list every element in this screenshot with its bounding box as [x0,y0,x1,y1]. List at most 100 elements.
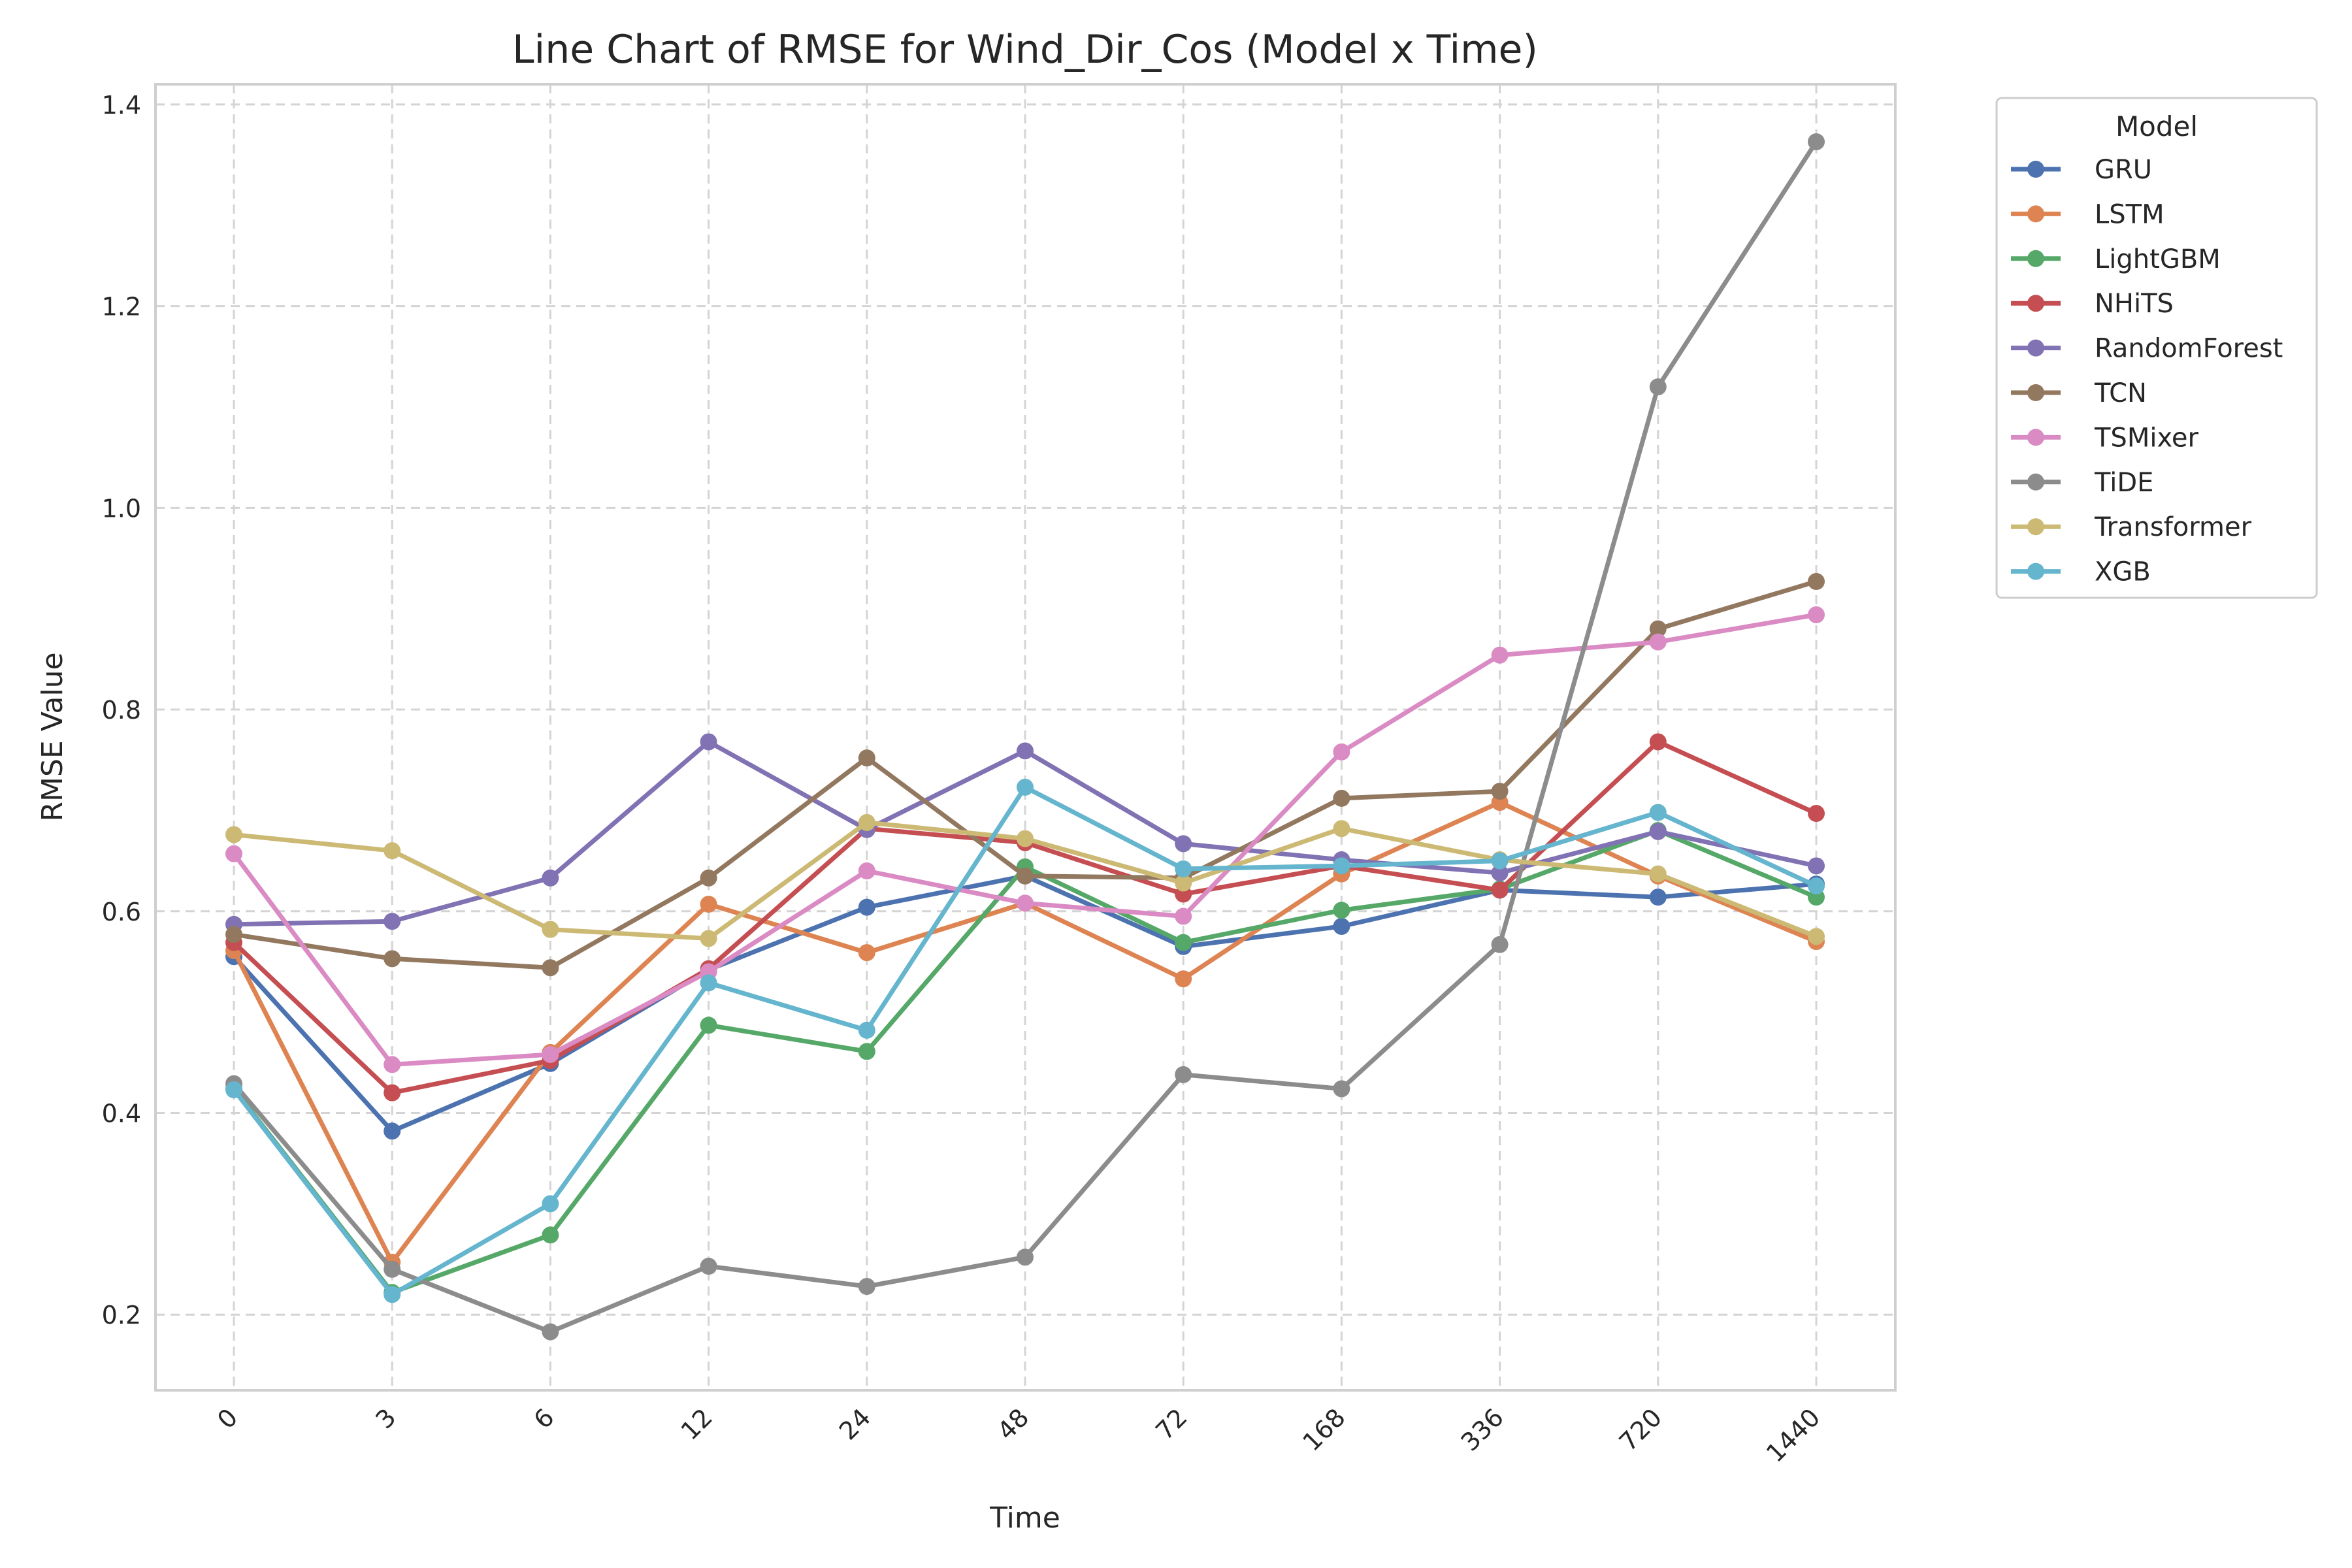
y-tick-label: 0.2 [102,1301,141,1330]
data-point [542,1323,559,1341]
x-axis-label: Time [989,1501,1060,1535]
y-tick-label: 1.0 [102,494,141,523]
legend-marker [2027,161,2044,178]
data-point [700,1017,717,1034]
legend-label: XGB [2095,557,2151,587]
legend-item: RandomForest [2011,334,2283,364]
data-point [1808,805,1825,823]
data-point [384,842,401,860]
data-point [858,1043,875,1060]
data-point [700,1258,717,1275]
legend-item: GRU [2011,155,2152,185]
data-point [1333,789,1350,807]
y-axis-label: RMSE Value [36,652,69,821]
series-xgb [225,778,1825,1303]
data-point [225,926,242,943]
data-point [1333,917,1350,935]
y-tick-labels: 0.2 0.4 0.6 0.8 1.0 1.2 1.4 [102,91,141,1330]
data-point [225,1081,242,1098]
data-point [542,921,559,938]
data-point [542,1045,559,1063]
data-point [1808,877,1825,895]
data-point [1649,804,1667,821]
legend: Model GRU LSTM LightGBM NHiTS RandomForest TC… [1995,97,2318,599]
data-point [1017,778,1034,796]
legend-item: Transformer [2011,512,2252,542]
data-point [225,845,242,862]
legend-marker [2027,250,2044,267]
data-point [858,813,875,831]
data-point [1175,934,1192,951]
legend-marker [2027,295,2044,312]
chart-title: Line Chart of RMSE for Wind_Dir_Cos (Mod… [512,27,1538,73]
data-point [858,898,875,916]
data-point [1649,733,1667,751]
legend-label: LightGBM [2095,244,2221,274]
data-point [1491,852,1509,870]
legend-label: TiDE [2094,468,2153,498]
y-tick-label: 1.4 [102,91,141,120]
data-point [1649,378,1667,396]
data-point [225,826,242,843]
series-lines [225,133,1825,1341]
data-point [858,862,875,880]
data-point [700,930,717,947]
data-point [1649,620,1667,638]
plot-frame [154,83,1897,1392]
legend-marker [2027,473,2044,491]
legend-items: GRU LSTM LightGBM NHiTS RandomForest TCN TSMix… [2011,155,2283,587]
data-point [700,733,717,751]
data-point [1017,742,1034,760]
legend-marker [2027,518,2044,536]
legend-marker [2027,563,2044,580]
series-tide [225,133,1825,1341]
data-point [1808,928,1825,945]
data-point [1649,823,1667,840]
legend-marker [2027,384,2044,401]
legend-marker [2027,205,2044,223]
data-point [1491,881,1509,899]
data-point [1175,907,1192,925]
data-point [542,1195,559,1213]
legend-box [1995,97,2318,599]
data-point [1808,606,1825,623]
legend-label: TSMixer [2094,423,2199,453]
data-point [384,1260,401,1278]
data-point [1333,857,1350,875]
y-tick-label: 1.2 [102,293,141,321]
data-point [858,944,875,962]
legend-item: TiDE [2011,468,2153,498]
data-point [1175,1066,1192,1083]
data-point [1175,860,1192,877]
data-point [1808,573,1825,591]
legend-item: NHiTS [2011,289,2174,319]
data-point [1491,864,1509,882]
data-point [384,950,401,968]
legend-label: RandomForest [2095,334,2283,364]
data-point [1017,894,1034,912]
data-point [700,895,717,913]
data-point [1017,830,1034,847]
legend-marker [2027,339,2044,357]
data-point [1808,133,1825,150]
data-point [700,974,717,992]
data-point [1808,857,1825,875]
data-point [700,869,717,887]
data-point [384,1056,401,1073]
data-point [1491,646,1509,664]
data-point [542,1226,559,1244]
legend-label: NHiTS [2095,289,2174,319]
data-point [858,1021,875,1039]
legend-label: TCN [2094,378,2147,408]
data-point [384,1122,401,1140]
series-randomforest [225,733,1825,933]
data-point [384,913,401,930]
data-point [542,959,559,977]
data-point [1649,865,1667,883]
data-point [1333,902,1350,919]
legend-title: Model [2115,110,2198,142]
legend-item: TSMixer [2011,423,2199,453]
data-point [1491,783,1509,800]
data-point [1175,835,1192,853]
